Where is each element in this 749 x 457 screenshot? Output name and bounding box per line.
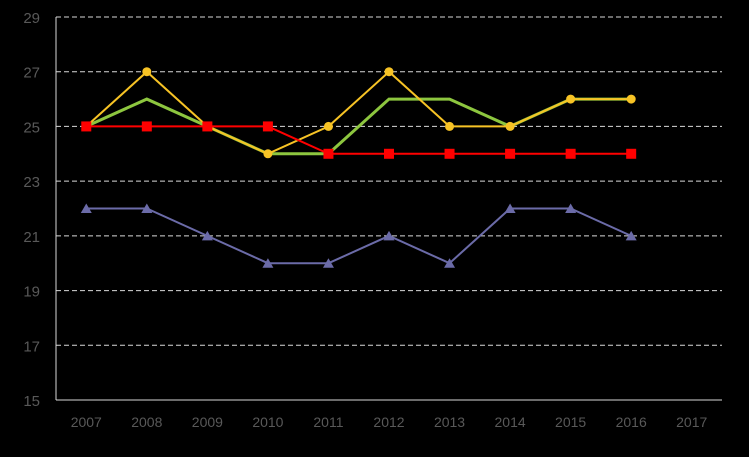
x-tick-label: 2009 xyxy=(192,414,223,430)
data-point xyxy=(323,121,333,131)
data-point xyxy=(566,94,576,104)
data-point xyxy=(80,203,92,213)
data-point xyxy=(142,67,152,77)
series-line-1 xyxy=(85,70,632,155)
x-tick-label: 2017 xyxy=(676,414,707,430)
x-tick-label: 2014 xyxy=(495,414,526,430)
x-tick-label: 2012 xyxy=(373,414,404,430)
x-tick-label: 2008 xyxy=(131,414,162,430)
data-point xyxy=(262,121,273,132)
data-point xyxy=(444,258,456,268)
data-point xyxy=(626,94,636,104)
data-point xyxy=(201,230,213,241)
label-layer: 15 17 19 21 23 25 27 29 2007 2008 2009 2010 2011 2012… xyxy=(23,10,707,430)
series-3 xyxy=(80,203,637,268)
data-point xyxy=(626,148,637,159)
data-point xyxy=(625,230,637,241)
data-point xyxy=(141,203,153,213)
data-point xyxy=(384,148,394,159)
data-point xyxy=(263,149,273,159)
data-point xyxy=(322,258,334,268)
data-point xyxy=(444,148,455,159)
y-tick-label: 23 xyxy=(23,174,40,191)
axis-layer xyxy=(55,17,722,401)
y-tick-label: 21 xyxy=(23,229,40,246)
y-tick-label: 29 xyxy=(23,10,40,27)
y-tick-label: 19 xyxy=(23,284,40,301)
series-line-3 xyxy=(86,207,632,265)
data-point xyxy=(504,203,516,213)
y-tick-label: 27 xyxy=(23,65,40,82)
data-point xyxy=(445,121,455,131)
data-point xyxy=(81,121,92,132)
data-point xyxy=(565,148,576,159)
x-tick-label: 2013 xyxy=(434,414,465,430)
y-tick-label: 25 xyxy=(23,119,40,136)
series-line-2 xyxy=(86,125,632,155)
x-tick-label: 2015 xyxy=(555,414,586,430)
data-point xyxy=(505,148,516,159)
x-tick-label: 2011 xyxy=(313,414,343,430)
data-point xyxy=(383,230,395,241)
y-tick-label: 17 xyxy=(23,338,40,355)
data-point xyxy=(202,121,213,132)
y-tick-label: 15 xyxy=(23,393,40,410)
series-1 xyxy=(81,67,636,159)
x-tick-label: 2007 xyxy=(71,414,102,430)
data-point xyxy=(565,203,577,213)
data-point xyxy=(141,121,152,132)
data-point xyxy=(323,148,334,159)
x-tick-label: 2016 xyxy=(616,414,647,430)
x-tick-label: 2010 xyxy=(252,414,283,430)
data-point xyxy=(505,121,515,131)
series-2 xyxy=(81,121,637,159)
data-point xyxy=(262,258,274,268)
series-layer xyxy=(80,67,637,268)
data-point xyxy=(384,67,394,77)
grid-layer xyxy=(56,16,722,346)
